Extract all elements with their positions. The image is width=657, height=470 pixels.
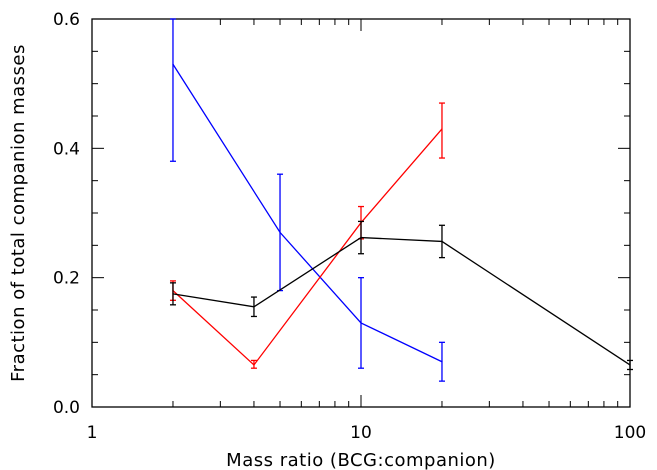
series-line <box>172 63 443 363</box>
series-1 <box>169 102 445 369</box>
data-point <box>253 364 255 366</box>
data-point <box>441 240 443 243</box>
data-point <box>172 293 174 295</box>
series-0 <box>169 18 445 382</box>
x-tick-label: 100 <box>614 423 646 443</box>
series-line <box>172 236 631 366</box>
y-tick-label: 0.6 <box>53 10 80 30</box>
x-tick-label: 10 <box>350 423 372 443</box>
y-tick-label: 0.4 <box>53 139 80 159</box>
data-point <box>360 322 362 324</box>
data-point <box>441 128 443 130</box>
data-point <box>360 236 362 239</box>
series-line <box>172 128 443 366</box>
y-axis-label: Fraction of total companion masses <box>8 44 29 382</box>
y-tick-label: 0.0 <box>53 398 80 418</box>
data-point <box>629 364 631 366</box>
x-axis-label: Mass ratio (BCG:companion) <box>226 450 496 470</box>
data-point <box>279 231 281 233</box>
y-tick-label: 0.2 <box>53 269 80 289</box>
series-layer <box>169 18 633 382</box>
data-point <box>253 306 255 308</box>
axis-tick-labels: 1 10 100 0.0 0.2 0.4 0.6 <box>53 10 646 443</box>
series-2 <box>169 220 633 371</box>
data-point <box>441 361 443 363</box>
x-tick-label: 1 <box>87 423 98 443</box>
data-point <box>172 63 174 65</box>
